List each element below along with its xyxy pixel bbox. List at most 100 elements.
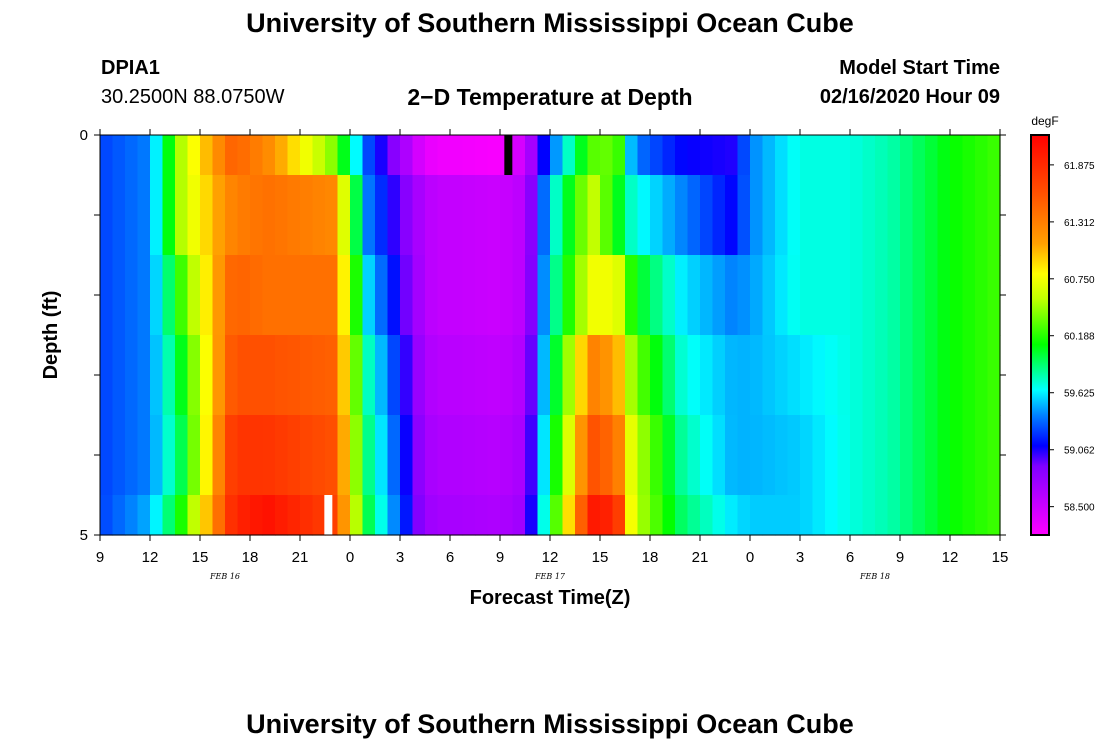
- heatmap-cell: [412, 495, 426, 536]
- heatmap-cell: [625, 495, 639, 536]
- heatmap-cell: [475, 495, 489, 536]
- heatmap-cell: [475, 415, 489, 496]
- heatmap-cell: [725, 335, 739, 416]
- heatmap-cell: [662, 255, 676, 336]
- heatmap-cell: [375, 255, 389, 336]
- heatmap-cell: [975, 135, 989, 176]
- heatmap-cell: [725, 415, 739, 496]
- heatmap-cell: [487, 495, 501, 536]
- heatmap-cell: [512, 415, 526, 496]
- heatmap-cell: [837, 255, 851, 336]
- heatmap-cell: [750, 495, 764, 536]
- heatmap-cell: [712, 335, 726, 416]
- heatmap-cell: [362, 415, 376, 496]
- heatmap-cell: [612, 335, 626, 416]
- heatmap-cell: [387, 255, 401, 336]
- heatmap-cell: [687, 415, 701, 496]
- heatmap-cell: [200, 415, 214, 496]
- heatmap-cell: [212, 135, 226, 176]
- heatmap-cell: [237, 175, 251, 256]
- heatmap-cell: [887, 495, 901, 536]
- heatmap-cell: [287, 175, 301, 256]
- heatmap-cell: [975, 175, 989, 256]
- heatmap-cell: [725, 255, 739, 336]
- heatmap-cell: [350, 255, 364, 336]
- heatmap-cell: [925, 175, 939, 256]
- heatmap-cell: [437, 135, 451, 176]
- heatmap-cell: [475, 135, 489, 176]
- heatmap-cell: [150, 415, 164, 496]
- heatmap-cell: [800, 335, 814, 416]
- heatmap-cell: [312, 135, 326, 176]
- heatmap-cell: [150, 495, 164, 536]
- heatmap-cell: [387, 135, 401, 176]
- now-marker: [324, 495, 333, 535]
- heatmap-cell: [325, 135, 339, 176]
- heatmap-cell: [462, 335, 476, 416]
- heatmap-cell: [262, 255, 276, 336]
- heatmap-cell: [825, 135, 839, 176]
- heatmap-cell: [587, 495, 601, 536]
- heatmap-cell: [100, 175, 114, 256]
- heatmap-cell: [350, 495, 364, 536]
- heatmap-cell: [775, 255, 789, 336]
- heatmap-cell: [812, 255, 826, 336]
- heatmap-cell: [950, 175, 964, 256]
- heatmap-cell: [300, 175, 314, 256]
- heatmap-cell: [375, 175, 389, 256]
- x-tick-label: 15: [192, 549, 209, 566]
- heatmap-cell: [725, 175, 739, 256]
- heatmap-cell: [900, 335, 914, 416]
- heatmap-cell: [912, 175, 926, 256]
- heatmap-cell: [250, 495, 264, 536]
- heatmap-cell: [362, 495, 376, 536]
- heatmap-cell: [737, 175, 751, 256]
- heatmap-cell: [950, 335, 964, 416]
- heatmap-cell: [937, 415, 951, 496]
- heatmap-cell: [187, 335, 201, 416]
- heatmap-cell: [537, 135, 551, 176]
- x-tick-label: 21: [692, 549, 709, 566]
- heatmap-cell: [562, 175, 576, 256]
- heatmap-cell: [250, 335, 264, 416]
- heatmap-cell: [200, 175, 214, 256]
- heatmap-cell: [425, 135, 439, 176]
- heatmap-cell: [375, 495, 389, 536]
- heatmap-cell: [400, 175, 414, 256]
- heatmap-cell: [137, 495, 151, 536]
- x-tick-label: 6: [446, 549, 454, 566]
- x-tick-label: 0: [346, 549, 354, 566]
- heatmap-cell: [825, 415, 839, 496]
- colorbar-tick-label: 59.625: [1064, 389, 1095, 400]
- heatmap-cell: [475, 335, 489, 416]
- heatmap-cell: [775, 335, 789, 416]
- heatmap-cell: [662, 415, 676, 496]
- heatmap-cell: [237, 255, 251, 336]
- heatmap-cell: [262, 135, 276, 176]
- heatmap-cell: [700, 175, 714, 256]
- heatmap-cell: [125, 335, 139, 416]
- heatmap-cell: [325, 175, 339, 256]
- model-start-label: Model Start Time: [839, 57, 1000, 79]
- colorbar-tick-label: 60.188: [1064, 332, 1095, 343]
- heatmap-cell: [600, 415, 614, 496]
- heatmap-cell: [875, 255, 889, 336]
- heatmap-cell: [137, 175, 151, 256]
- heatmap-cell: [562, 415, 576, 496]
- x-tick-label: 9: [96, 549, 104, 566]
- heatmap-cell: [837, 175, 851, 256]
- heatmap-cell: [875, 415, 889, 496]
- heatmap-cell: [675, 255, 689, 336]
- heatmap-cell: [225, 175, 239, 256]
- heatmap-cell: [550, 415, 564, 496]
- heatmap-cell: [812, 335, 826, 416]
- heatmap-cell: [350, 415, 364, 496]
- heatmap-cell: [987, 175, 1001, 256]
- heatmap-cell: [912, 255, 926, 336]
- heatmap-cell: [362, 175, 376, 256]
- heatmap-cell: [125, 495, 139, 536]
- x-tick-label: 9: [896, 549, 904, 566]
- heatmap-cell: [525, 175, 539, 256]
- heatmap-cell: [625, 255, 639, 336]
- heatmap-cell: [350, 175, 364, 256]
